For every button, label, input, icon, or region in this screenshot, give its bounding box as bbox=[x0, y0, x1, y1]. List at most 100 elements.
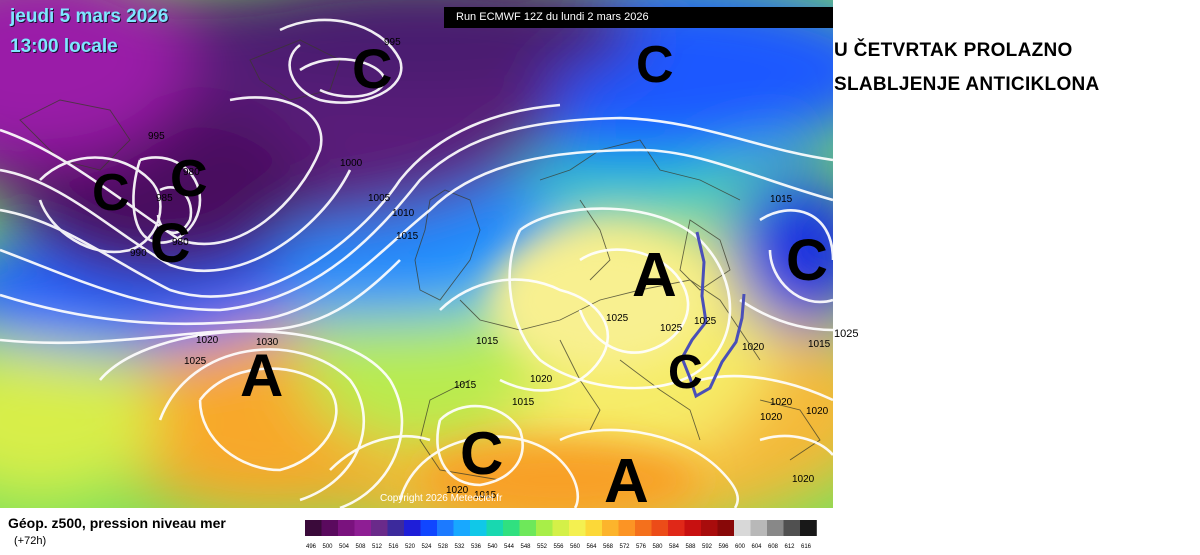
color-swatch bbox=[750, 520, 768, 536]
isobar-label: 1015 bbox=[808, 339, 831, 350]
color-tick-label: 508 bbox=[356, 544, 367, 550]
color-swatch bbox=[503, 520, 520, 536]
color-tick-label: 516 bbox=[389, 544, 400, 550]
color-swatch bbox=[453, 520, 471, 536]
pressure-centers: C C C C C C C A A A C bbox=[92, 36, 828, 508]
color-tick-label: 568 bbox=[603, 544, 614, 550]
isobar-label: 995 bbox=[148, 131, 165, 142]
isobar-label: 980 bbox=[172, 237, 189, 248]
color-tick-label: 504 bbox=[339, 544, 350, 550]
isobar-label: 1015 bbox=[396, 231, 419, 242]
color-tick-label: 500 bbox=[323, 544, 334, 550]
color-swatch bbox=[717, 520, 735, 536]
color-tick-label: 604 bbox=[752, 544, 763, 550]
geopotential-field bbox=[0, 0, 833, 508]
pressure-center-low: C bbox=[352, 37, 392, 100]
color-tick-label: 608 bbox=[768, 544, 779, 550]
pressure-center-low: C bbox=[150, 211, 190, 274]
pressure-center-high: A bbox=[604, 447, 649, 508]
copyright-label: Copyright 2026 Meteociel.fr bbox=[380, 493, 503, 504]
pressure-center-low: C bbox=[92, 164, 130, 222]
isobar-label: 1030 bbox=[256, 337, 279, 348]
color-swatch bbox=[635, 520, 652, 536]
isobar-label: 1015 bbox=[454, 380, 477, 391]
color-tick-label: 512 bbox=[372, 544, 383, 550]
isobar-label: 1015 bbox=[512, 397, 535, 408]
isobar-label: 990 bbox=[130, 248, 147, 259]
isobar-label: 1025 bbox=[606, 313, 629, 324]
isobar-label: 1020 bbox=[446, 485, 469, 496]
isobar-label: 1020 bbox=[806, 406, 829, 417]
isobar-label: 1015 bbox=[476, 336, 499, 347]
forecast-time: 13:00 locale bbox=[10, 36, 118, 57]
pressure-center-low: C bbox=[668, 346, 703, 399]
pressure-center-low: C bbox=[170, 150, 208, 208]
color-swatch bbox=[569, 520, 586, 536]
color-tick-label: 612 bbox=[785, 544, 796, 550]
color-tick-label: 540 bbox=[488, 544, 499, 550]
color-scale-legend: 496 500 504 508 512 516 520 524 528 532 536 540 544 5… bbox=[305, 520, 817, 550]
isobar-label: 1020 bbox=[770, 397, 793, 408]
isobar-label: 1000 bbox=[340, 158, 363, 169]
isobar-label: 1025 bbox=[694, 316, 717, 327]
color-swatch bbox=[404, 520, 421, 536]
color-swatch bbox=[552, 520, 570, 536]
isobar-labels: 995 995 1000 1005 1010 1015 980 985 980 … bbox=[130, 37, 831, 501]
color-swatch bbox=[420, 520, 438, 536]
map-canvas: C C C C C C C A A A C 995 995 1000 1005 … bbox=[0, 0, 833, 508]
color-swatch bbox=[602, 520, 619, 536]
isobar-label: 985 bbox=[156, 193, 173, 204]
color-swatch bbox=[651, 520, 669, 536]
color-tick-label: 588 bbox=[686, 544, 697, 550]
color-scale-ticks: 496 500 504 508 512 516 520 524 528 532 536 540 544 5… bbox=[306, 544, 812, 550]
pressure-center-low: C bbox=[460, 420, 503, 487]
model-run-banner: Run ECMWF 12Z du lundi 2 mars 2026 bbox=[444, 7, 833, 28]
color-tick-label: 596 bbox=[719, 544, 730, 550]
color-swatch bbox=[519, 520, 537, 536]
isobar-label: 1025 bbox=[660, 323, 683, 334]
weather-map: C C C C C C C A A A C 995 995 1000 1005 … bbox=[0, 0, 833, 508]
isobar-label: 1020 bbox=[792, 474, 815, 485]
color-swatch bbox=[734, 520, 751, 536]
pressure-center-high: A bbox=[240, 342, 283, 409]
color-swatch bbox=[305, 520, 322, 536]
color-swatch bbox=[387, 520, 405, 536]
color-swatch bbox=[585, 520, 603, 536]
isobar-label: 1010 bbox=[392, 208, 415, 219]
color-tick-label: 592 bbox=[702, 544, 713, 550]
isobar-label: 1005 bbox=[368, 193, 391, 204]
color-swatch bbox=[618, 520, 636, 536]
color-swatch bbox=[783, 520, 801, 536]
color-swatch bbox=[800, 520, 817, 536]
color-tick-label: 496 bbox=[306, 544, 317, 550]
color-tick-label: 520 bbox=[405, 544, 416, 550]
color-swatch bbox=[767, 520, 784, 536]
isobars bbox=[0, 18, 833, 508]
color-tick-label: 532 bbox=[455, 544, 466, 550]
legend-title: Géop. z500, pression niveau mer bbox=[8, 515, 226, 531]
isobar-label: 1015 bbox=[474, 490, 497, 501]
forecast-date: jeudi 5 mars 2026 bbox=[10, 6, 169, 27]
forecast-step: (+72h) bbox=[14, 535, 47, 547]
isobar-label: 1020 bbox=[742, 342, 765, 353]
color-tick-label: 600 bbox=[735, 544, 746, 550]
color-swatch bbox=[371, 520, 388, 536]
pressure-center-high: A bbox=[632, 241, 677, 310]
color-tick-label: 580 bbox=[653, 544, 664, 550]
color-tick-label: 548 bbox=[521, 544, 532, 550]
isobar-label: 1015 bbox=[770, 194, 793, 205]
isobar-label: 980 bbox=[183, 167, 200, 178]
headline-line-1: U ČETVRTAK PROLAZNO bbox=[834, 40, 1073, 61]
color-swatch bbox=[354, 520, 372, 536]
color-swatch bbox=[437, 520, 454, 536]
isobar-label: 1020 bbox=[530, 374, 553, 385]
isobar-label: 995 bbox=[384, 37, 401, 48]
color-swatch bbox=[701, 520, 718, 536]
color-swatch bbox=[684, 520, 702, 536]
color-tick-label: 552 bbox=[537, 544, 548, 550]
color-tick-label: 536 bbox=[471, 544, 482, 550]
side-isobar-label: 1025 bbox=[834, 328, 859, 340]
isobar-label: 1025 bbox=[184, 356, 207, 367]
color-tick-label: 556 bbox=[554, 544, 565, 550]
color-swatch bbox=[338, 520, 355, 536]
